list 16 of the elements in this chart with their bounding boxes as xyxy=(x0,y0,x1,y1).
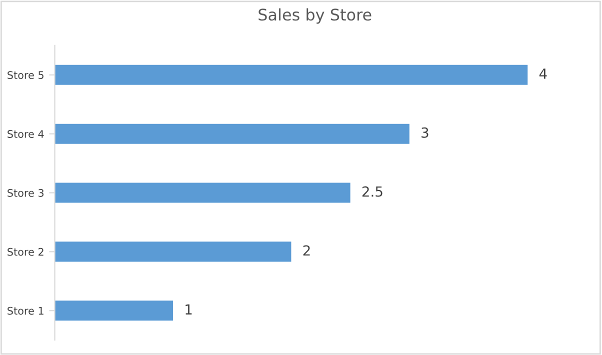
chart-title: Sales by Store xyxy=(258,8,372,24)
y-tick-label: Store 5 xyxy=(8,71,44,80)
bar xyxy=(54,242,292,262)
y-tick-label: Store 2 xyxy=(8,248,44,256)
y-tick-label: Store 1 xyxy=(8,306,44,315)
data-label: 3 xyxy=(422,127,428,138)
y-tick-label: Store 3 xyxy=(8,188,44,197)
bar xyxy=(54,64,528,85)
data-label: 2.5 xyxy=(362,186,382,197)
bar xyxy=(54,182,350,203)
bar xyxy=(54,124,410,144)
y-tick-label: Store 4 xyxy=(8,130,44,138)
data-label: 2 xyxy=(303,245,310,256)
bar xyxy=(54,300,173,321)
data-label: 1 xyxy=(186,304,192,314)
data-label: 4 xyxy=(539,68,547,79)
